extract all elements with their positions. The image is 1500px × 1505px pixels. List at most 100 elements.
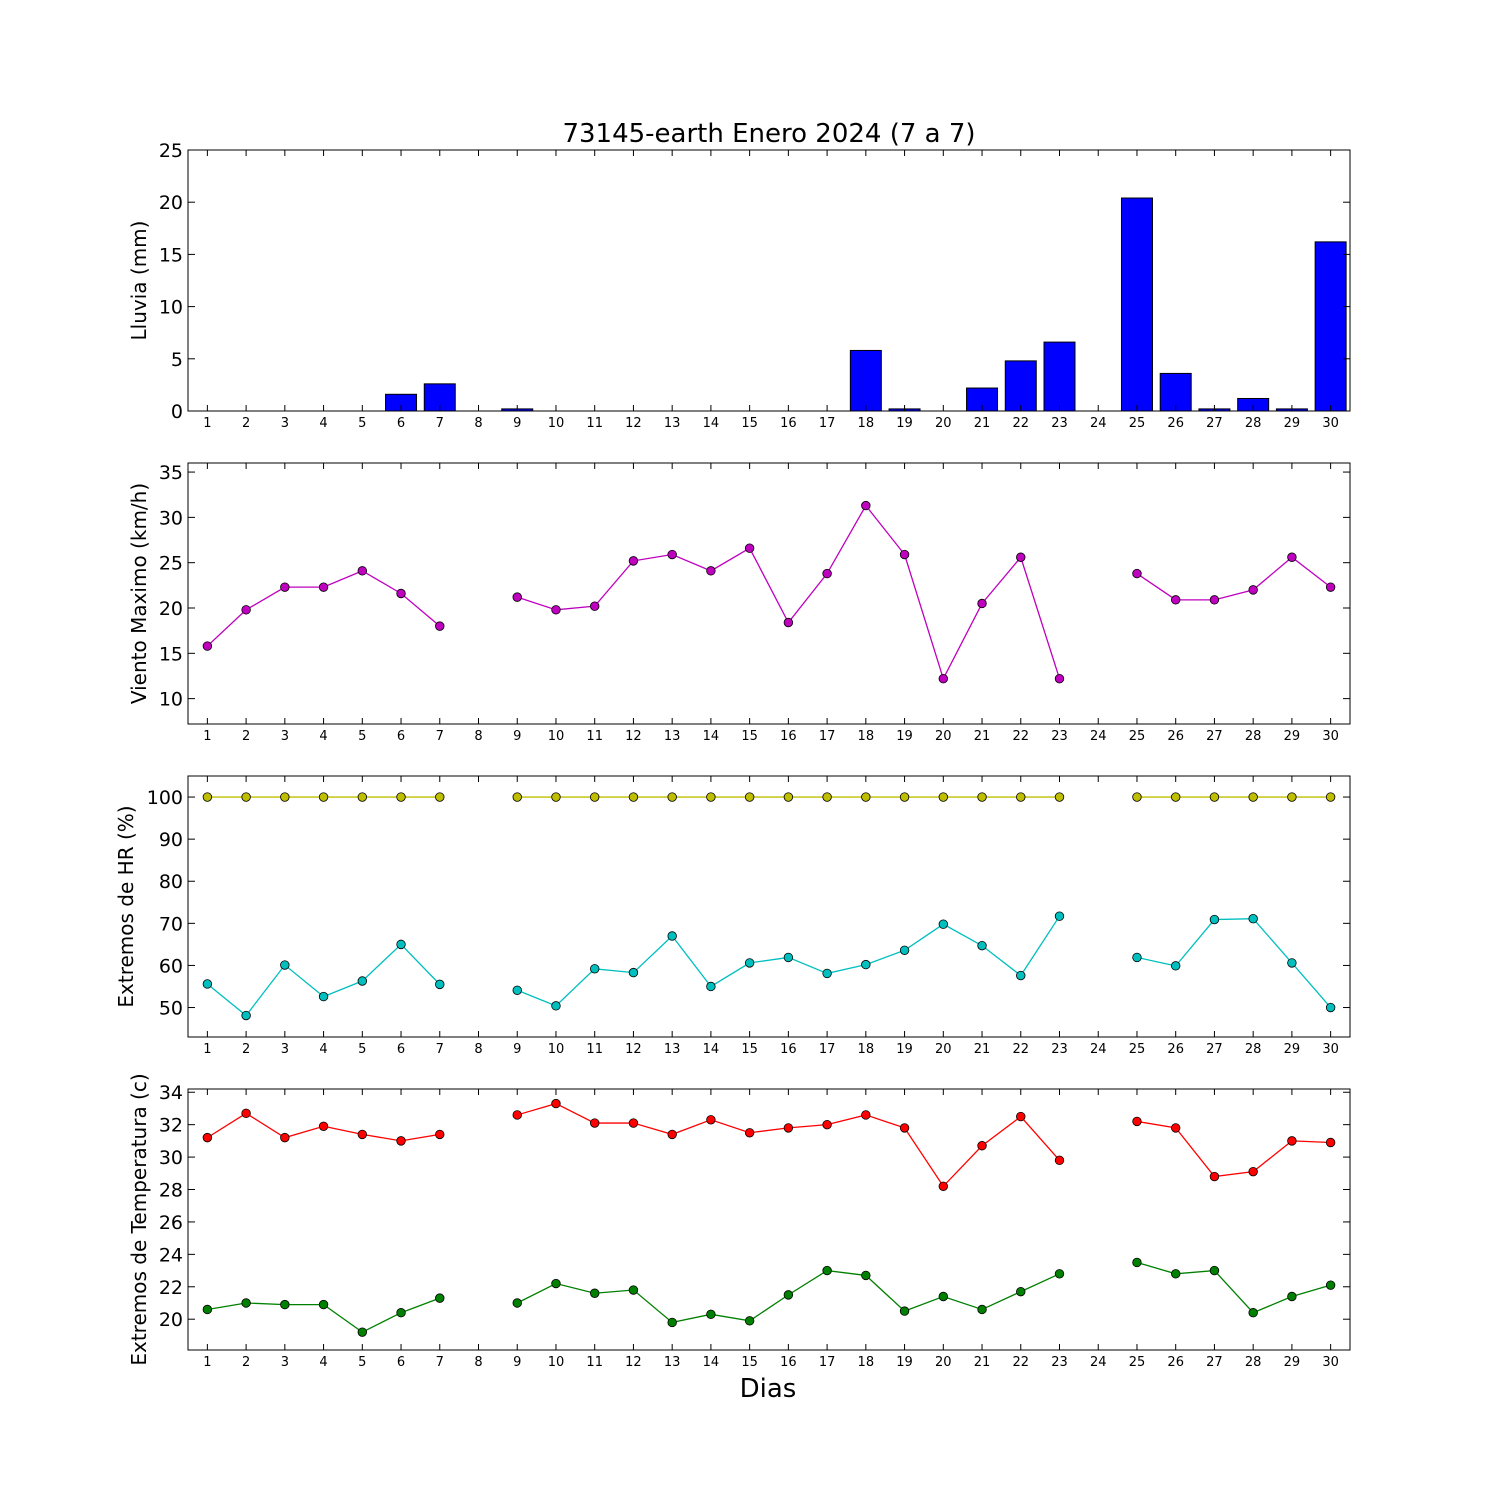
x-tick-label: 26 (1167, 1355, 1184, 1370)
x-tick-label: 16 (780, 1042, 797, 1057)
point-day-3 (280, 960, 290, 970)
point-day-20 (938, 1291, 949, 1302)
x-tick-label: 2 (242, 729, 250, 744)
point-day-20 (938, 919, 949, 929)
point-day-14 (706, 792, 716, 802)
point-day-29 (1287, 552, 1297, 562)
point-day-30 (1325, 1137, 1336, 1148)
x-tick-label: 18 (858, 416, 875, 431)
x-tick-label: 19 (896, 416, 913, 431)
point-day-30 (1325, 582, 1336, 592)
point-day-19 (899, 1306, 910, 1316)
x-tick-label: 20 (935, 416, 952, 431)
x-tick-label: 17 (819, 416, 836, 431)
x-tick-label: 9 (513, 729, 521, 744)
point-day-15 (744, 1316, 755, 1326)
point-day-3 (280, 582, 290, 592)
point-day-22 (1016, 970, 1026, 981)
x-tick-label: 7 (436, 729, 444, 744)
x-tick-label: 26 (1167, 1042, 1184, 1057)
x-tick-label: 4 (319, 1042, 327, 1057)
series-line-segment (517, 504, 1061, 681)
point-day-9 (512, 1298, 522, 1308)
point-day-7 (435, 1293, 445, 1303)
x-tick-label: 3 (281, 1042, 289, 1057)
point-day-6 (396, 1136, 406, 1146)
point-day-15 (744, 1128, 755, 1138)
point-day-7 (435, 621, 445, 631)
point-day-27 (1209, 792, 1220, 802)
x-tick-label: 25 (1129, 416, 1146, 431)
point-day-2 (241, 792, 251, 802)
point-day-6 (396, 792, 406, 802)
y-tick-label: 24 (159, 1244, 183, 1266)
x-tick-label: 6 (397, 416, 405, 431)
point-day-25 (1132, 1116, 1142, 1127)
point-day-5 (357, 1129, 368, 1140)
point-day-15 (744, 792, 755, 802)
point-day-9 (512, 985, 522, 995)
point-day-5 (357, 566, 368, 576)
point-day-3 (280, 792, 290, 802)
x-tick-label: 24 (1090, 1042, 1107, 1057)
point-day-28 (1248, 914, 1258, 924)
point-day-1 (202, 792, 213, 802)
point-day-29 (1287, 958, 1297, 968)
x-tick-label: 19 (896, 729, 913, 744)
y-tick-label: 15 (159, 643, 183, 665)
x-tick-label: 9 (513, 416, 521, 431)
y-tick-label: 34 (159, 1082, 183, 1104)
x-tick-label: 6 (397, 1355, 405, 1370)
point-day-2 (241, 1010, 251, 1021)
point-day-10 (551, 605, 561, 615)
x-tick-label: 20 (935, 1355, 952, 1370)
point-day-18 (861, 500, 871, 511)
point-day-11 (590, 792, 600, 802)
y-tick-label: 25 (159, 140, 183, 162)
point-day-23 (1054, 1269, 1065, 1279)
y-tick-label: 0 (171, 401, 183, 423)
point-day-19 (899, 792, 910, 802)
y-tick-label: 30 (159, 1147, 183, 1169)
y-tick-label: 10 (159, 689, 183, 711)
x-tick-label: 30 (1322, 416, 1339, 431)
point-day-4 (318, 1121, 329, 1131)
point-day-11 (590, 601, 600, 611)
x-tick-label: 18 (858, 729, 875, 744)
point-day-2 (241, 1298, 251, 1308)
point-day-1 (202, 641, 213, 651)
point-day-2 (241, 1108, 251, 1119)
y-tick-label: 70 (159, 913, 183, 935)
point-day-12 (628, 556, 639, 566)
x-tick-label: 4 (319, 729, 327, 744)
point-day-18 (861, 792, 871, 802)
x-tick-label: 16 (780, 729, 797, 744)
y-axis-label: Lluvia (mm) (127, 221, 151, 341)
x-tick-label: 5 (358, 1355, 366, 1370)
point-day-4 (318, 991, 329, 1002)
y-axis-label: Extremos de Temperatura (c) (127, 1073, 151, 1365)
x-tick-label: 12 (625, 729, 642, 744)
x-tick-label: 3 (281, 729, 289, 744)
x-tick-label: 28 (1245, 1042, 1262, 1057)
point-day-11 (590, 1118, 600, 1128)
point-day-22 (1016, 1111, 1026, 1122)
point-day-17 (822, 568, 832, 579)
point-day-28 (1248, 1308, 1258, 1318)
x-tick-label: 27 (1206, 1355, 1223, 1370)
point-day-9 (512, 792, 522, 802)
y-tick-label: 22 (159, 1277, 183, 1299)
x-tick-label: 10 (548, 416, 565, 431)
point-day-4 (318, 1299, 329, 1310)
point-day-26 (1170, 595, 1181, 605)
point-day-28 (1248, 1166, 1258, 1177)
point-day-12 (628, 792, 639, 802)
point-day-27 (1209, 914, 1220, 925)
x-tick-label: 8 (474, 1355, 482, 1370)
point-day-30 (1325, 1002, 1336, 1013)
x-tick-label: 25 (1129, 1355, 1146, 1370)
